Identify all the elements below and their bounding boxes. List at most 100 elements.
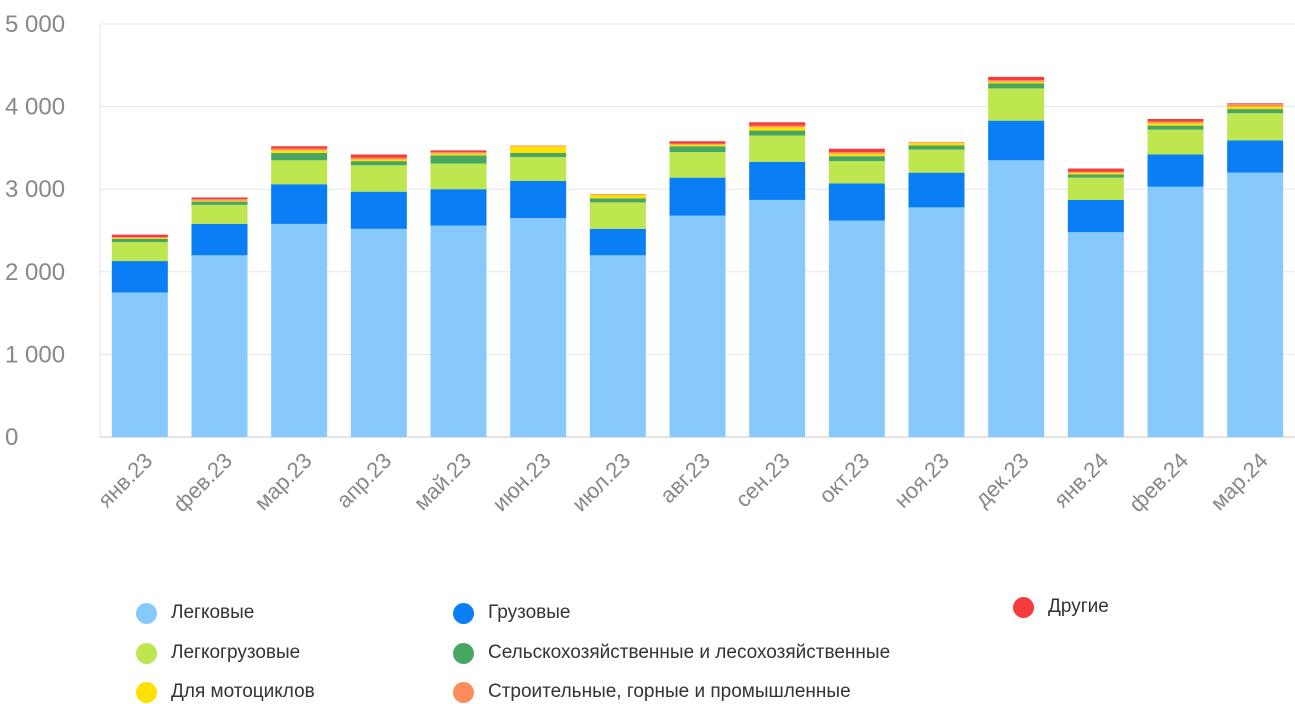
bar-segment[interactable]	[271, 150, 328, 153]
bar-segment[interactable]	[1147, 186, 1204, 437]
bar-segment[interactable]	[589, 202, 646, 229]
bar-segment[interactable]	[1227, 106, 1284, 110]
bar-segment[interactable]	[1147, 129, 1204, 155]
bar-segment[interactable]	[271, 223, 328, 437]
bar-segment[interactable]	[749, 199, 806, 437]
bar-segment[interactable]	[1067, 174, 1124, 178]
bar-segment[interactable]	[430, 163, 487, 190]
legend-item-motorcycles[interactable]: Для мотоциклов	[136, 681, 315, 703]
bar-segment[interactable]	[111, 242, 168, 262]
bar-segment[interactable]	[749, 135, 806, 162]
bar-segment[interactable]	[191, 204, 248, 224]
bar-segment[interactable]	[430, 155, 487, 164]
bar-segment[interactable]	[828, 153, 885, 157]
bar-segment[interactable]	[111, 234, 168, 238]
bar-segment[interactable]	[350, 191, 407, 229]
bar-segment[interactable]	[191, 201, 248, 205]
bar-segment[interactable]	[669, 177, 726, 216]
bar-segment[interactable]	[430, 225, 487, 437]
bar-segment[interactable]	[1067, 168, 1124, 172]
bar-segment[interactable]	[908, 142, 965, 146]
bar-segment[interactable]	[828, 152, 885, 154]
bar-segment[interactable]	[350, 228, 407, 437]
bar-segment[interactable]	[1067, 199, 1124, 233]
bar-segment[interactable]	[191, 255, 248, 437]
bar-segment[interactable]	[908, 172, 965, 208]
bar-segment[interactable]	[271, 146, 328, 149]
bar-segment[interactable]	[669, 143, 726, 145]
bar-segment[interactable]	[430, 150, 487, 153]
bar-segment[interactable]	[1227, 172, 1284, 437]
bar-segment[interactable]	[1067, 172, 1124, 175]
bar-segment[interactable]	[589, 194, 646, 199]
bar-segment[interactable]	[111, 261, 168, 293]
bar-segment[interactable]	[271, 160, 328, 185]
bar-segment[interactable]	[669, 215, 726, 437]
bar-segment[interactable]	[589, 198, 646, 203]
bar-segment[interactable]	[111, 237, 168, 238]
legend-item-agri-forestry[interactable]: Сельскохозяйственные и лесохозяйственные	[453, 642, 890, 664]
bar-segment[interactable]	[828, 183, 885, 221]
bar-segment[interactable]	[271, 184, 328, 224]
bar-segment[interactable]	[510, 152, 567, 157]
bar-segment[interactable]	[988, 83, 1045, 89]
bar-segment[interactable]	[271, 152, 328, 161]
bar-segment[interactable]	[908, 149, 965, 173]
bar-segment[interactable]	[988, 81, 1045, 84]
bar-segment[interactable]	[1227, 103, 1284, 105]
bar-segment[interactable]	[1067, 171, 1124, 173]
bar-segment[interactable]	[191, 223, 248, 256]
bar-segment[interactable]	[111, 292, 168, 437]
bar-segment[interactable]	[749, 127, 806, 131]
bar-segment[interactable]	[988, 120, 1045, 161]
bar-segment[interactable]	[589, 228, 646, 256]
bar-segment[interactable]	[1147, 125, 1204, 130]
bar-segment[interactable]	[111, 238, 168, 243]
bar-segment[interactable]	[430, 152, 487, 154]
bar-segment[interactable]	[350, 159, 407, 162]
bar-segment[interactable]	[1147, 154, 1204, 187]
legend-item-trucks[interactable]: Грузовые	[453, 602, 570, 624]
bar-segment[interactable]	[350, 157, 407, 160]
bar-segment[interactable]	[1067, 232, 1124, 437]
bar-segment[interactable]	[1147, 121, 1204, 124]
bar-segment[interactable]	[191, 199, 248, 201]
bar-segment[interactable]	[589, 255, 646, 437]
legend-item-passenger[interactable]: Легковые	[136, 602, 254, 624]
bar-segment[interactable]	[749, 161, 806, 200]
bar-segment[interactable]	[1147, 123, 1204, 126]
bar-segment[interactable]	[1227, 109, 1284, 114]
bar-segment[interactable]	[430, 153, 487, 156]
bar-segment[interactable]	[510, 145, 567, 147]
bar-segment[interactable]	[988, 160, 1045, 438]
bar-segment[interactable]	[1227, 104, 1284, 107]
bar-segment[interactable]	[1147, 118, 1204, 122]
bar-segment[interactable]	[908, 207, 965, 437]
bar-segment[interactable]	[271, 148, 328, 151]
bar-segment[interactable]	[589, 194, 646, 195]
bar-segment[interactable]	[988, 88, 1045, 121]
bar-segment[interactable]	[191, 200, 248, 202]
bar-segment[interactable]	[510, 218, 567, 437]
bar-segment[interactable]	[430, 189, 487, 226]
legend-item-construction[interactable]: Строительные, горные и промышленные	[453, 681, 851, 703]
bar-segment[interactable]	[908, 145, 965, 150]
bar-segment[interactable]	[828, 156, 885, 162]
bar-segment[interactable]	[828, 148, 885, 153]
bar-segment[interactable]	[669, 144, 726, 147]
bar-segment[interactable]	[669, 152, 726, 178]
bar-segment[interactable]	[510, 180, 567, 219]
bar-segment[interactable]	[828, 161, 885, 184]
bar-segment[interactable]	[988, 80, 1045, 82]
bar-segment[interactable]	[828, 220, 885, 437]
bar-segment[interactable]	[749, 125, 806, 128]
bar-segment[interactable]	[350, 161, 407, 166]
bar-segment[interactable]	[749, 130, 806, 136]
bar-segment[interactable]	[350, 154, 407, 158]
bar-segment[interactable]	[510, 146, 567, 153]
legend-item-light-trucks[interactable]: Легкогрузовые	[136, 642, 300, 664]
bar-segment[interactable]	[669, 146, 726, 153]
bar-segment[interactable]	[669, 141, 726, 144]
bar-segment[interactable]	[111, 237, 168, 239]
bar-segment[interactable]	[1067, 177, 1124, 200]
